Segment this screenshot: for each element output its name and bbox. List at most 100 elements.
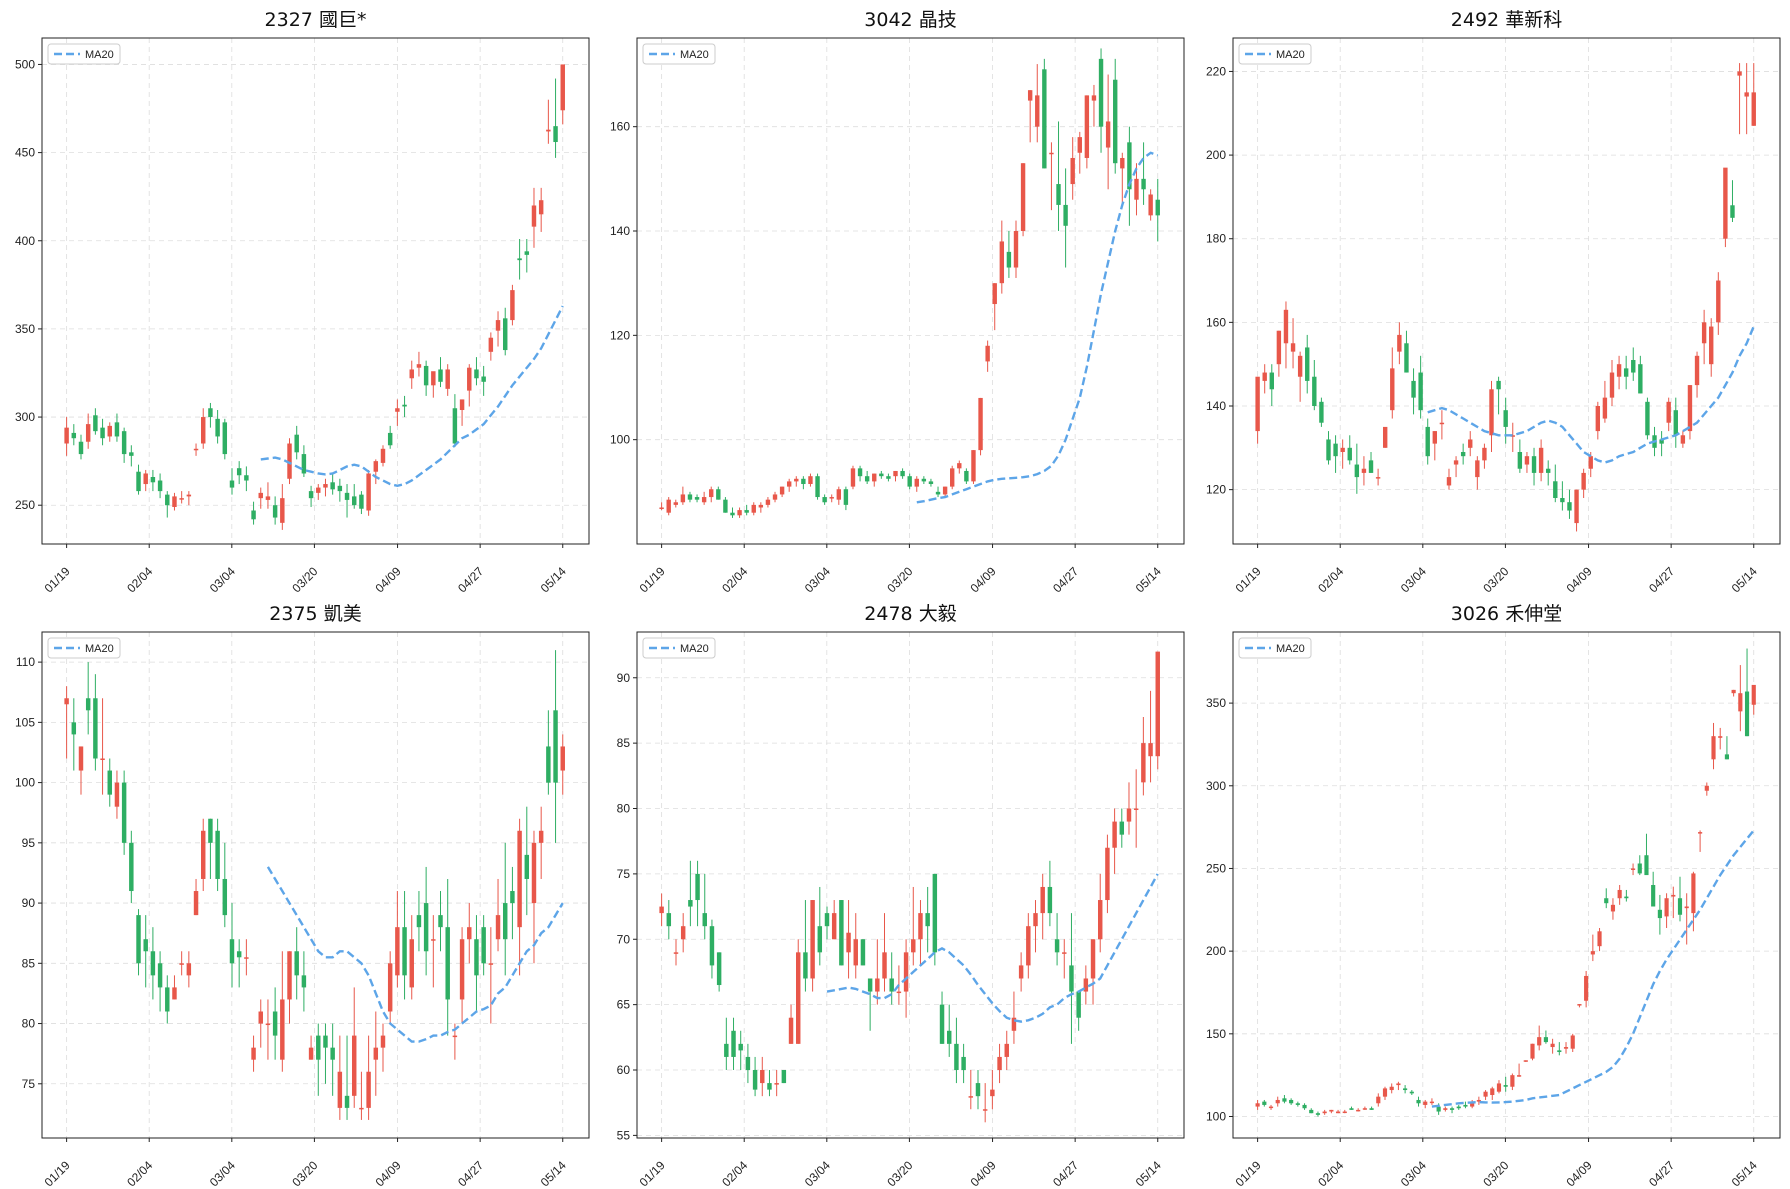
y-tick-label: 105 bbox=[15, 715, 35, 729]
candle bbox=[1677, 876, 1683, 922]
candle-body bbox=[1076, 991, 1081, 1018]
candle-body bbox=[150, 951, 156, 976]
candle-body bbox=[822, 497, 827, 503]
candle-body bbox=[1429, 1101, 1435, 1104]
candle-body bbox=[999, 241, 1005, 284]
candle bbox=[1664, 893, 1669, 928]
candle bbox=[265, 482, 271, 509]
x-tick-label: 02/04 bbox=[1315, 1158, 1346, 1189]
candle bbox=[731, 1017, 736, 1071]
candle bbox=[459, 399, 465, 426]
candle-body bbox=[402, 404, 407, 407]
candle bbox=[1126, 782, 1132, 835]
candle-body bbox=[1362, 1108, 1367, 1110]
candle bbox=[1040, 873, 1045, 940]
candle-body bbox=[114, 782, 120, 807]
candle-body bbox=[752, 1070, 758, 1090]
candle bbox=[1624, 889, 1629, 902]
candle-body bbox=[875, 978, 880, 992]
candle-body bbox=[409, 939, 414, 988]
candle-body bbox=[1436, 1106, 1441, 1112]
candle bbox=[107, 758, 112, 807]
candle bbox=[985, 340, 990, 372]
candle bbox=[786, 478, 792, 492]
candle bbox=[1368, 452, 1374, 473]
candle bbox=[1069, 913, 1074, 1044]
x-tick-label: 04/27 bbox=[1646, 564, 1677, 595]
candle-body bbox=[1268, 1106, 1274, 1109]
legend-box bbox=[1238, 637, 1312, 659]
candle bbox=[1134, 163, 1139, 216]
candle bbox=[1490, 1086, 1495, 1100]
candle bbox=[488, 332, 494, 361]
y-tick-label: 350 bbox=[15, 322, 35, 336]
candle-body bbox=[1595, 406, 1601, 432]
candle bbox=[179, 491, 184, 504]
candle bbox=[1404, 330, 1409, 373]
candle-body bbox=[423, 365, 429, 386]
candle-body bbox=[857, 468, 863, 477]
candle-body bbox=[1049, 152, 1054, 155]
candle bbox=[445, 878, 450, 1036]
candle-body bbox=[1610, 904, 1616, 912]
candle bbox=[1560, 481, 1565, 511]
candle bbox=[1006, 231, 1012, 278]
candle bbox=[1090, 939, 1096, 1005]
candle bbox=[93, 674, 98, 771]
candle-body bbox=[71, 722, 77, 735]
candle bbox=[474, 357, 479, 386]
candle-body bbox=[258, 1011, 263, 1024]
candle-body bbox=[1737, 71, 1742, 76]
y-tick-label: 450 bbox=[15, 146, 35, 160]
candle bbox=[488, 927, 494, 1024]
candle bbox=[495, 311, 501, 347]
candle-body bbox=[452, 408, 458, 444]
candle bbox=[1063, 168, 1068, 268]
candle bbox=[1309, 1108, 1314, 1114]
candle bbox=[373, 459, 379, 485]
candle-body bbox=[1083, 978, 1089, 992]
candle bbox=[911, 886, 916, 966]
plot-frame bbox=[636, 37, 1185, 545]
candle-body bbox=[215, 830, 220, 879]
candle-body bbox=[495, 915, 501, 940]
candle bbox=[380, 445, 386, 467]
candle-body bbox=[772, 494, 778, 500]
candle bbox=[1119, 808, 1125, 848]
y-tick-label: 500 bbox=[15, 57, 35, 71]
y-tick-label: 180 bbox=[1206, 232, 1226, 246]
candle bbox=[380, 1023, 386, 1072]
candle bbox=[157, 473, 163, 499]
candle bbox=[1701, 309, 1707, 365]
candle bbox=[229, 468, 235, 495]
candle bbox=[1141, 716, 1146, 796]
candle bbox=[886, 473, 891, 482]
candle bbox=[1027, 90, 1033, 143]
candle-body bbox=[208, 818, 213, 843]
candle-body bbox=[1375, 477, 1381, 479]
candle bbox=[1282, 1095, 1287, 1104]
candle bbox=[1680, 431, 1686, 448]
candle-body bbox=[1302, 1104, 1307, 1109]
candle bbox=[767, 1070, 772, 1097]
candle-body bbox=[860, 939, 866, 966]
candle bbox=[1133, 769, 1139, 848]
candle-body bbox=[1570, 1035, 1575, 1049]
candle-body bbox=[982, 1109, 988, 1111]
candle-body bbox=[280, 498, 285, 523]
legend-box bbox=[642, 43, 716, 65]
candle bbox=[560, 64, 565, 125]
candle-body bbox=[1309, 1109, 1314, 1114]
candle bbox=[1148, 690, 1153, 783]
candle bbox=[531, 187, 537, 248]
candle-body bbox=[1684, 906, 1689, 909]
candle bbox=[201, 408, 206, 449]
candle bbox=[431, 371, 436, 398]
candle-body bbox=[680, 926, 686, 940]
candle bbox=[788, 1004, 794, 1044]
candle bbox=[1574, 489, 1579, 532]
candle-body bbox=[839, 900, 844, 966]
candle-body bbox=[1687, 385, 1693, 432]
candle-body bbox=[1389, 1086, 1394, 1091]
y-tick-label: 350 bbox=[1206, 696, 1226, 710]
